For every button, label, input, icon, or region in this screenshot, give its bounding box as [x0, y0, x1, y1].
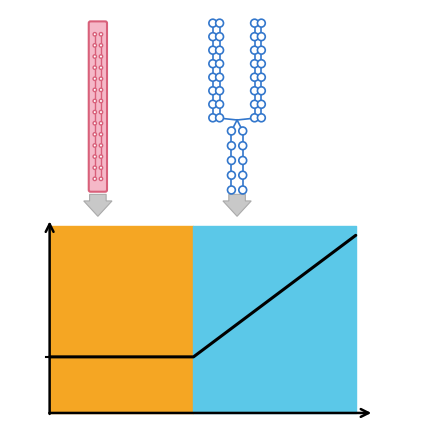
Circle shape [93, 78, 96, 81]
Circle shape [99, 100, 102, 103]
Circle shape [257, 47, 265, 55]
Circle shape [250, 34, 258, 42]
Circle shape [250, 88, 258, 95]
Polygon shape [84, 195, 112, 217]
Circle shape [215, 101, 223, 109]
Circle shape [99, 45, 102, 48]
FancyBboxPatch shape [89, 22, 107, 192]
Circle shape [227, 172, 235, 180]
Circle shape [238, 172, 246, 180]
Circle shape [250, 101, 258, 109]
Circle shape [99, 145, 102, 148]
Circle shape [93, 133, 96, 137]
Circle shape [208, 20, 216, 28]
Circle shape [99, 178, 102, 181]
Circle shape [99, 78, 102, 81]
Circle shape [93, 45, 96, 48]
Circle shape [250, 74, 258, 82]
Circle shape [250, 47, 258, 55]
Circle shape [208, 34, 216, 42]
Circle shape [93, 89, 96, 92]
Circle shape [93, 155, 96, 159]
Circle shape [208, 88, 216, 95]
Circle shape [99, 56, 102, 59]
Circle shape [99, 122, 102, 126]
Circle shape [257, 20, 265, 28]
Circle shape [99, 166, 102, 170]
Circle shape [215, 34, 223, 42]
Circle shape [208, 101, 216, 109]
Circle shape [93, 145, 96, 148]
Circle shape [93, 100, 96, 103]
Circle shape [257, 60, 265, 68]
Circle shape [93, 111, 96, 115]
Circle shape [215, 88, 223, 95]
Circle shape [238, 128, 246, 136]
Circle shape [227, 157, 235, 165]
Circle shape [215, 60, 223, 68]
Circle shape [99, 133, 102, 137]
Circle shape [215, 20, 223, 28]
Circle shape [238, 142, 246, 150]
Polygon shape [223, 195, 251, 217]
Circle shape [99, 67, 102, 70]
Circle shape [227, 128, 235, 136]
Circle shape [238, 187, 246, 194]
Circle shape [93, 56, 96, 59]
Circle shape [215, 115, 223, 123]
Circle shape [208, 74, 216, 82]
Circle shape [93, 122, 96, 126]
Circle shape [93, 33, 96, 37]
Circle shape [257, 101, 265, 109]
Circle shape [208, 115, 216, 123]
Circle shape [250, 115, 258, 123]
Circle shape [208, 60, 216, 68]
Circle shape [257, 74, 265, 82]
Circle shape [93, 166, 96, 170]
Circle shape [250, 60, 258, 68]
Circle shape [208, 47, 216, 55]
Circle shape [257, 115, 265, 123]
Circle shape [215, 47, 223, 55]
Circle shape [257, 88, 265, 95]
Circle shape [99, 111, 102, 115]
Circle shape [215, 74, 223, 82]
Circle shape [99, 89, 102, 92]
Circle shape [93, 178, 96, 181]
Circle shape [227, 187, 235, 194]
Circle shape [250, 20, 258, 28]
Circle shape [257, 34, 265, 42]
Circle shape [227, 142, 235, 150]
Circle shape [238, 157, 246, 165]
Circle shape [99, 155, 102, 159]
Circle shape [93, 67, 96, 70]
Circle shape [99, 33, 102, 37]
